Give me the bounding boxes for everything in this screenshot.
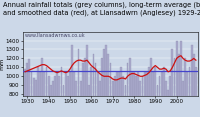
Bar (61, 67, 62, 117)
Bar (84, 58, 86, 117)
Bar (129, 58, 131, 117)
Bar (193, 54, 195, 117)
Bar (163, 67, 165, 117)
Bar (56, 72, 58, 117)
Bar (169, 76, 171, 117)
Bar (31, 72, 32, 117)
Bar (150, 58, 152, 117)
Bar (161, 72, 163, 117)
Bar (133, 72, 135, 117)
Bar (35, 80, 37, 117)
Bar (50, 85, 52, 117)
Text: Annual rainfall totals (grey columns), long-term average (blue)
and smoothed dat: Annual rainfall totals (grey columns), l… (3, 1, 200, 16)
Bar (157, 85, 158, 117)
Bar (86, 45, 88, 117)
Bar (78, 49, 79, 117)
Bar (142, 76, 143, 117)
Bar (178, 54, 180, 117)
Bar (54, 76, 56, 117)
Bar (112, 81, 114, 117)
Bar (26, 63, 28, 117)
Bar (154, 67, 156, 117)
Bar (122, 76, 124, 117)
Bar (99, 81, 101, 117)
Bar (43, 72, 45, 117)
Bar (131, 72, 133, 117)
Bar (171, 49, 173, 117)
Bar (73, 72, 75, 117)
Bar (139, 81, 141, 117)
Bar (63, 85, 64, 117)
Bar (148, 67, 150, 117)
Bar (116, 72, 118, 117)
Bar (159, 76, 160, 117)
Bar (69, 72, 71, 117)
Text: www.llansadwrnws.co.uk: www.llansadwrnws.co.uk (25, 33, 85, 38)
Bar (167, 90, 169, 117)
Bar (165, 81, 167, 117)
Bar (176, 40, 178, 117)
Bar (80, 81, 82, 117)
Bar (97, 72, 99, 117)
Bar (90, 67, 92, 117)
Bar (28, 59, 30, 117)
Bar (93, 54, 94, 117)
Bar (120, 67, 122, 117)
Bar (191, 45, 193, 117)
Bar (82, 63, 84, 117)
Bar (75, 81, 77, 117)
Bar (39, 72, 41, 117)
Bar (152, 72, 154, 117)
Bar (189, 67, 190, 117)
Bar (186, 72, 188, 117)
Bar (71, 45, 73, 117)
Bar (137, 72, 139, 117)
Bar (41, 58, 43, 117)
Bar (125, 85, 126, 117)
Bar (33, 78, 35, 117)
Bar (48, 76, 50, 117)
Bar (144, 72, 146, 117)
Bar (146, 72, 148, 117)
Bar (37, 67, 39, 117)
Bar (52, 81, 54, 117)
Bar (65, 72, 67, 117)
Bar (110, 63, 111, 117)
Bar (195, 67, 197, 117)
Bar (114, 76, 116, 117)
Bar (67, 76, 69, 117)
Bar (103, 49, 105, 117)
Bar (184, 58, 186, 117)
Bar (135, 76, 137, 117)
Bar (118, 72, 120, 117)
Bar (182, 81, 184, 117)
Bar (24, 69, 26, 117)
Bar (101, 58, 103, 117)
Bar (127, 63, 128, 117)
Bar (88, 85, 90, 117)
Bar (180, 40, 182, 117)
Bar (107, 54, 109, 117)
Bar (95, 63, 96, 117)
Y-axis label: mm: mm (0, 58, 4, 70)
Bar (46, 67, 47, 117)
Bar (105, 45, 107, 117)
Bar (58, 76, 60, 117)
Bar (174, 58, 175, 117)
